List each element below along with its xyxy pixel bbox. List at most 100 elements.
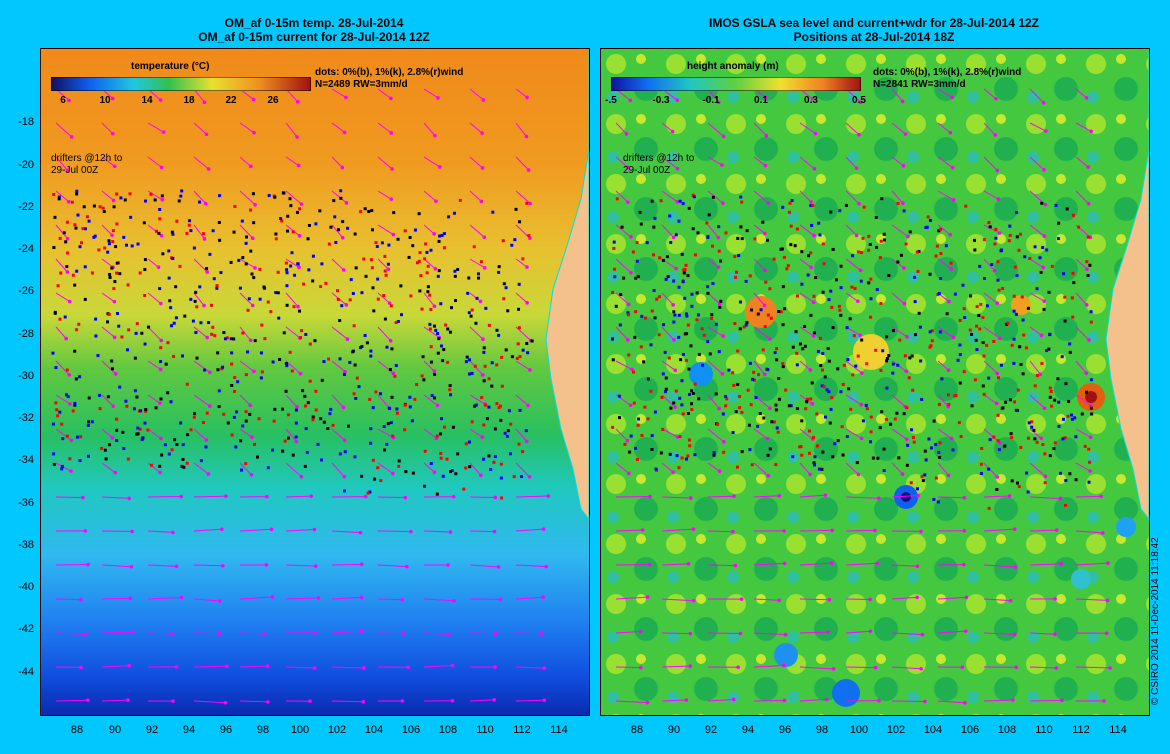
drifter-dot	[385, 442, 389, 446]
drifter-dot	[999, 363, 1003, 367]
current-arrow	[661, 699, 687, 702]
drifter-dot	[483, 364, 487, 368]
drifter-dot	[464, 466, 468, 470]
drifter-dot	[682, 268, 686, 272]
drifter-dot	[387, 406, 391, 410]
drifter-dot	[341, 220, 345, 224]
drifter-dot	[278, 357, 282, 361]
current-arrow-head	[481, 98, 486, 102]
drifter-dot	[919, 359, 923, 363]
drifter-dot	[926, 215, 930, 219]
drifter-dot	[336, 228, 340, 232]
australia-land	[1105, 49, 1149, 520]
x-tick-label: 102	[327, 724, 347, 736]
drifter-dot	[397, 464, 401, 468]
y-tick-label: -42	[18, 623, 34, 635]
drifter-dot	[399, 284, 403, 288]
drifter-dot	[237, 258, 241, 262]
drifter-dot	[915, 250, 919, 254]
current-arrow	[983, 122, 996, 136]
right-map-panel[interactable]: height anomaly (m) -.5 -0.3 -0.1 0.1 0.3…	[600, 48, 1150, 716]
drifter-dot	[132, 407, 136, 411]
drifter-dot	[1048, 386, 1052, 390]
current-arrow-head	[159, 436, 163, 441]
drifter-dot	[996, 376, 1000, 380]
drifter-dot	[505, 434, 509, 438]
current-arrow-head	[949, 267, 954, 271]
left-map-panel[interactable]: temperature (°C) 6 10 14 18 22 26 dots: …	[40, 48, 590, 716]
drifter-dot	[936, 500, 940, 504]
drifter-dot	[1040, 361, 1044, 365]
current-arrow	[615, 428, 628, 442]
drifter-dot	[751, 377, 755, 381]
drifter-dot	[911, 436, 915, 440]
drifter-dot	[719, 299, 723, 303]
current-arrow	[377, 530, 411, 533]
drifter-dot	[218, 238, 222, 242]
current-arrow	[753, 495, 780, 498]
drifter-dot	[525, 341, 529, 345]
current-arrow-head	[675, 98, 680, 103]
current-arrow	[193, 88, 205, 103]
drifter-dot	[354, 266, 358, 270]
cbar-tick: 6	[60, 95, 66, 106]
drifter-dot	[473, 404, 477, 408]
drifter-dot	[189, 229, 193, 233]
drifter-dot	[369, 427, 373, 431]
current-arrow	[377, 122, 392, 134]
current-arrow	[285, 529, 315, 532]
drifter-dot	[470, 371, 474, 375]
current-arrow	[377, 462, 394, 474]
drifter-dot	[59, 271, 63, 275]
current-arrow-head	[482, 266, 487, 270]
drifter-dot	[1033, 437, 1037, 441]
current-arrow	[937, 224, 951, 236]
drifter-dot	[521, 450, 525, 454]
drifter-dot	[124, 399, 128, 403]
drifter-dot	[102, 210, 106, 214]
drifter-dot	[756, 424, 760, 428]
drifter-dot	[938, 330, 942, 334]
current-arrow	[615, 596, 648, 600]
drifter-dot	[506, 429, 510, 433]
drifter-dot	[895, 411, 899, 415]
drifter-dot	[809, 251, 813, 255]
drifter-dot	[55, 408, 59, 412]
current-arrow	[891, 190, 904, 204]
drifter-dot	[661, 258, 665, 262]
drifter-dot	[1067, 399, 1071, 403]
drifter-dot	[292, 305, 296, 309]
drifter-dot	[440, 344, 444, 348]
drifter-dot	[247, 297, 251, 301]
drifter-dot	[954, 394, 958, 398]
drifter-dot	[83, 265, 87, 269]
drifter-dot	[674, 233, 678, 237]
drifter-dot	[57, 195, 61, 199]
current-arrow	[753, 632, 786, 636]
current-arrow	[1029, 360, 1041, 375]
current-arrow	[515, 428, 528, 442]
height-anomaly-colorbar	[611, 77, 861, 91]
drifter-dot	[149, 192, 153, 196]
drifter-dot	[882, 447, 886, 451]
drifter-dot	[372, 309, 376, 313]
drifter-dot	[611, 358, 615, 362]
current-arrow	[331, 326, 348, 340]
drifter-dot	[813, 455, 817, 459]
drifter-dot	[54, 366, 58, 370]
current-arrow-head	[1042, 406, 1047, 410]
drifter-dot	[140, 437, 144, 441]
current-arrow-head	[64, 336, 68, 341]
drifter-dot	[170, 230, 174, 234]
drifter-dot	[249, 249, 253, 253]
drifter-dot	[521, 348, 525, 352]
drifter-dot	[527, 234, 531, 238]
drifter-dot	[970, 404, 974, 408]
current-arrow-head	[262, 632, 267, 636]
current-arrow	[239, 428, 253, 438]
current-arrow-head	[1086, 165, 1090, 169]
drifter-dot	[824, 415, 828, 419]
current-arrow	[937, 326, 954, 338]
drifter-dot	[677, 285, 681, 289]
drifter-dot	[169, 400, 173, 404]
